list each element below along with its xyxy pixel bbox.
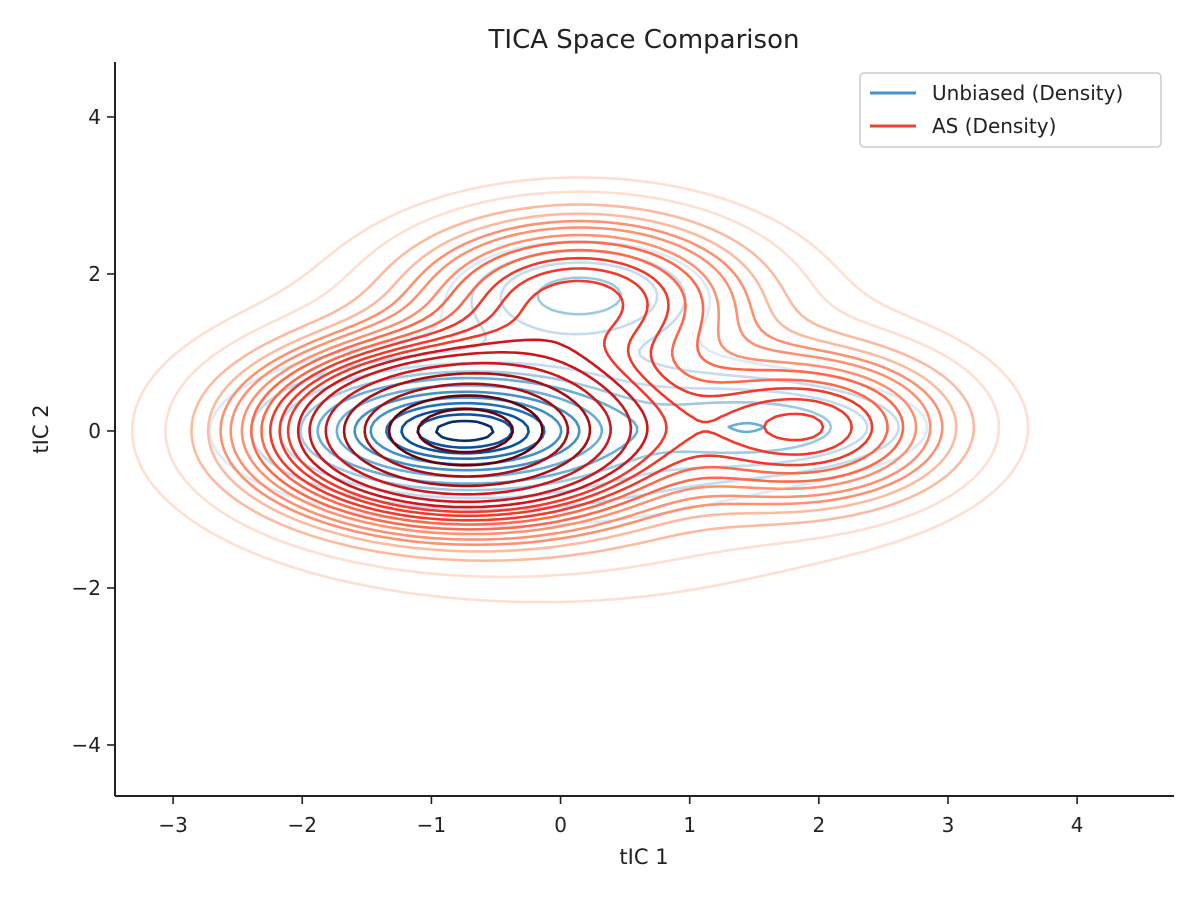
y-ticks: −4 −2 0 2 4 [72, 105, 115, 757]
y-tick-label: 0 [88, 419, 101, 443]
as-contour-level [260, 248, 889, 526]
legend-label-as: AS (Density) [932, 114, 1056, 138]
x-axis-label: tIC 1 [619, 845, 668, 869]
x-tick-label: −3 [158, 813, 187, 837]
as-contour-level [164, 190, 1001, 579]
as-density-contours [131, 176, 1030, 604]
as-contour-level [278, 267, 853, 518]
legend: Unbiased (Density) AS (Density) [859, 72, 1162, 148]
x-tick-label: 2 [812, 813, 825, 837]
x-tick-label: −1 [417, 813, 446, 837]
unbiased-contour-level [385, 401, 546, 460]
as-contour-level [342, 372, 592, 488]
x-tick-label: −2 [288, 813, 317, 837]
y-tick-label: 4 [88, 105, 101, 129]
as-contour-level [308, 351, 633, 504]
as-contour-level [296, 338, 649, 509]
as-contour-level [229, 226, 932, 541]
as-contour-level [416, 407, 514, 454]
as-contour-level [363, 382, 570, 478]
as-contour-level [324, 361, 612, 496]
as-contour-level [219, 219, 944, 547]
as-contour-level [190, 203, 976, 562]
x-tick-label: 1 [683, 813, 696, 837]
x-tick-label: 3 [942, 813, 955, 837]
legend-frame [859, 72, 1162, 148]
x-tick-label: 4 [1071, 813, 1084, 837]
as-contour-level [131, 176, 1030, 604]
legend-label-unbiased: Unbiased (Density) [932, 81, 1123, 105]
x-ticks: −3 −2 −1 0 1 2 3 4 [158, 796, 1084, 837]
unbiased-contour-level [416, 413, 514, 449]
y-tick-label: 2 [88, 262, 101, 286]
as-contour-level [286, 279, 825, 514]
as-contour-level [269, 256, 874, 522]
chart-title: TICA Space Comparison [488, 25, 800, 55]
y-tick-label: −2 [72, 576, 101, 600]
as-contour-level [250, 240, 905, 531]
as-contour-level [206, 212, 958, 553]
y-axis-label: tIC 2 [29, 404, 53, 453]
unbiased-contour-level [435, 419, 495, 443]
axes: −3 −2 −1 0 1 2 3 4 −4 −2 0 2 4 [72, 62, 1174, 837]
y-tick-label: −4 [72, 733, 101, 757]
unbiased-contour-level [299, 276, 833, 492]
as-contour-level [387, 394, 544, 467]
x-tick-label: 0 [554, 813, 567, 837]
as-contour-level [240, 233, 918, 536]
